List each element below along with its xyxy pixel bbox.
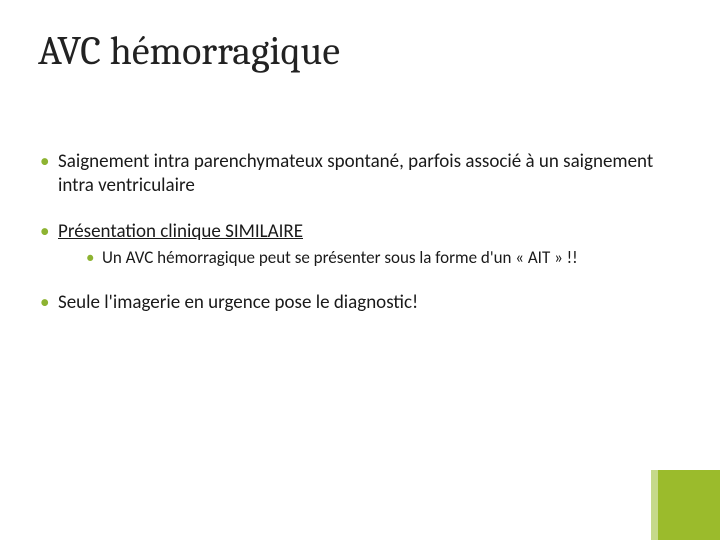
accent-block [658,470,720,540]
content-area: Saignement intra parenchymateux spontané… [38,150,680,337]
slide: AVC hémorragique Saignement intra parenc… [0,0,720,540]
sub-bullet-item: Un AVC hémorragique peut se présenter so… [84,247,680,269]
bullet-item: Présentation clinique SIMILAIRE Un AVC h… [38,220,680,270]
bullet-item: Saignement intra parenchymateux spontané… [38,150,680,198]
bullet-group-2: Présentation clinique SIMILAIRE Un AVC h… [38,220,680,270]
bullet-group-1: Saignement intra parenchymateux spontané… [38,150,680,198]
bullet-group-3: Seule l'imagerie en urgence pose le diag… [38,291,680,315]
bullet-text-underline: Présentation clinique SIMILAIRE [58,220,303,243]
accent-strip [651,470,658,540]
sub-bullet-group: Un AVC hémorragique peut se présenter so… [58,247,680,269]
bullet-item: Seule l'imagerie en urgence pose le diag… [38,291,680,315]
slide-title: AVC hémorragique [38,28,340,74]
